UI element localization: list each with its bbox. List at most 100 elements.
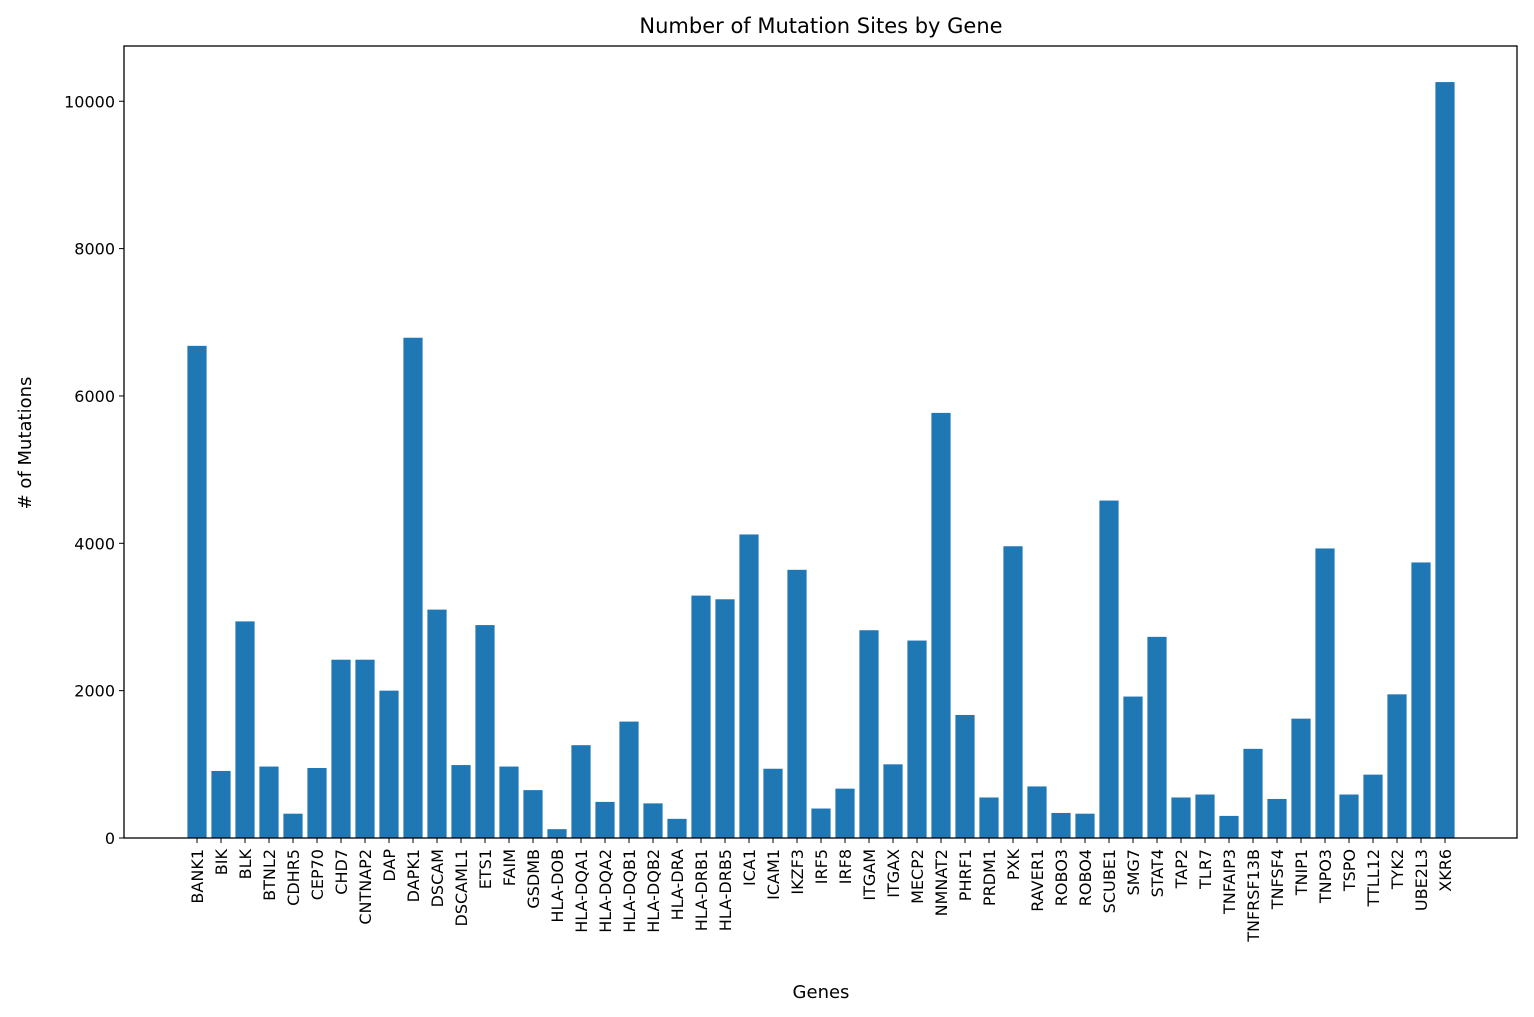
bar-hla-dqb1: [619, 721, 639, 838]
x-tick-label: ICA1: [740, 849, 759, 886]
bar-tnfrsf13b: [1243, 748, 1263, 838]
bar-ttll12: [1363, 774, 1383, 838]
bar-nmnat2: [931, 412, 951, 838]
y-tick-label: 2000: [74, 682, 115, 701]
bar-hla-dra: [667, 818, 687, 838]
bar-itgam: [859, 630, 879, 838]
bar-hla-drb5: [715, 599, 735, 838]
bar-raver1: [1027, 786, 1047, 838]
plot-frame: [123, 45, 1518, 839]
bar-dapk1: [403, 337, 423, 838]
bar-btnl2: [259, 766, 279, 838]
x-tick-label: TSPO: [1340, 849, 1359, 892]
bar-dscam: [427, 609, 447, 838]
x-tick-label: IRF5: [812, 849, 831, 884]
bar-ikzf3: [787, 569, 807, 838]
bar-tnpo3: [1315, 548, 1335, 838]
x-tick-label: HLA-DOB: [548, 849, 567, 923]
y-axis: 0 2000 4000 6000 8000 10000: [64, 92, 124, 848]
bar-irf8: [835, 788, 855, 838]
bar-robo3: [1051, 812, 1071, 838]
x-tick-label: HLA-DRA: [668, 849, 687, 920]
x-tick-label: TLR7: [1196, 849, 1215, 890]
x-tick-label: BANK1: [188, 849, 207, 904]
y-axis-title: # of Mutations: [15, 377, 36, 510]
x-tick-label: HLA-DRB5: [716, 849, 735, 931]
x-tick-label: TNPO3: [1316, 849, 1335, 904]
bar-tlr7: [1195, 794, 1215, 838]
x-axis: BANK1 BIK BLK BTNL2 CDHR5 CEP70 CHD7 CNTNAP2 DAP…: [188, 838, 1455, 943]
x-tick-label: IKZF3: [788, 849, 807, 895]
x-tick-label: DSCAML1: [452, 849, 471, 927]
x-tick-label: TTLL12: [1364, 849, 1383, 907]
x-tick-label: PHRF1: [956, 849, 975, 901]
x-tick-label: TNFRSF13B: [1244, 849, 1263, 943]
bar-scube1: [1099, 500, 1119, 838]
x-tick-label: STAT4: [1148, 849, 1167, 897]
x-tick-label: XKR6: [1436, 849, 1455, 892]
bar-dap: [379, 690, 399, 838]
bar-icam1: [763, 768, 783, 838]
x-tick-label: CHD7: [332, 849, 351, 895]
x-tick-label: TAP2: [1172, 849, 1191, 889]
x-tick-label: HLA-DQA1: [572, 849, 591, 933]
x-tick-label: TNFAIP3: [1220, 849, 1239, 915]
bar-xkr6: [1435, 82, 1455, 839]
x-tick-label: ITGAX: [884, 849, 903, 898]
bar-tnfaip3: [1219, 815, 1239, 838]
x-tick-label: ETS1: [476, 849, 495, 889]
x-tick-label: SCUBE1: [1100, 849, 1119, 913]
bar-itgax: [883, 764, 903, 838]
bar-gsdmb: [523, 790, 543, 838]
bar-ica1: [739, 534, 759, 838]
bar-mecp2: [907, 640, 927, 838]
x-tick-label: DAP: [380, 849, 399, 882]
bar-hla-dqa2: [595, 801, 615, 838]
x-tick-label: TNIP1: [1292, 849, 1311, 896]
bar-tnfsf4: [1267, 798, 1287, 838]
bar-pxk: [1003, 546, 1023, 838]
x-axis-title: Genes: [793, 982, 850, 1003]
bar-blk: [235, 621, 255, 838]
x-tick-label: ROBO4: [1076, 849, 1095, 906]
bar-tnip1: [1291, 718, 1311, 838]
bar-ube2l3: [1411, 562, 1431, 838]
bar-cntnap2: [355, 659, 375, 838]
bar-irf5: [811, 808, 831, 838]
x-tick-label: ICAM1: [764, 849, 783, 900]
x-tick-label: HLA-DQB1: [620, 849, 639, 933]
bar-tspo: [1339, 794, 1359, 838]
bar-smg7: [1123, 696, 1143, 838]
x-tick-label: PXK: [1004, 849, 1023, 881]
x-tick-label: TYK2: [1388, 849, 1407, 890]
x-tick-label: DAPK1: [404, 849, 423, 902]
x-tick-label: HLA-DQB2: [644, 849, 663, 933]
x-tick-label: UBE2L3: [1412, 849, 1431, 911]
chart-title: Number of Mutation Sites by Gene: [639, 14, 1002, 38]
bars-group: [187, 82, 1455, 839]
x-tick-label: CDHR5: [284, 849, 303, 906]
bar-phrf1: [955, 714, 975, 838]
x-tick-label: SMG7: [1124, 849, 1143, 896]
x-tick-label: IRF8: [836, 849, 855, 884]
x-tick-label: CNTNAP2: [356, 849, 375, 925]
y-tick-label: 4000: [74, 534, 115, 553]
x-tick-label: BTNL2: [260, 849, 279, 901]
bar-stat4: [1147, 636, 1167, 838]
bar-dscaml1: [451, 765, 471, 838]
bar-hla-dob: [547, 829, 567, 838]
bar-tap2: [1171, 797, 1191, 838]
bar-cdhr5: [283, 813, 303, 838]
bar-robo4: [1075, 813, 1095, 838]
bar-hla-drb1: [691, 595, 711, 838]
y-tick-label: 8000: [74, 240, 115, 259]
x-tick-label: GSDMB: [524, 849, 543, 909]
x-tick-label: MECP2: [908, 849, 927, 904]
y-tick-label: 10000: [64, 92, 115, 111]
x-tick-label: TNFSF4: [1268, 849, 1287, 910]
bar-hla-dqa1: [571, 745, 591, 838]
y-tick-label: 0: [105, 829, 115, 848]
bar-faim: [499, 766, 519, 838]
